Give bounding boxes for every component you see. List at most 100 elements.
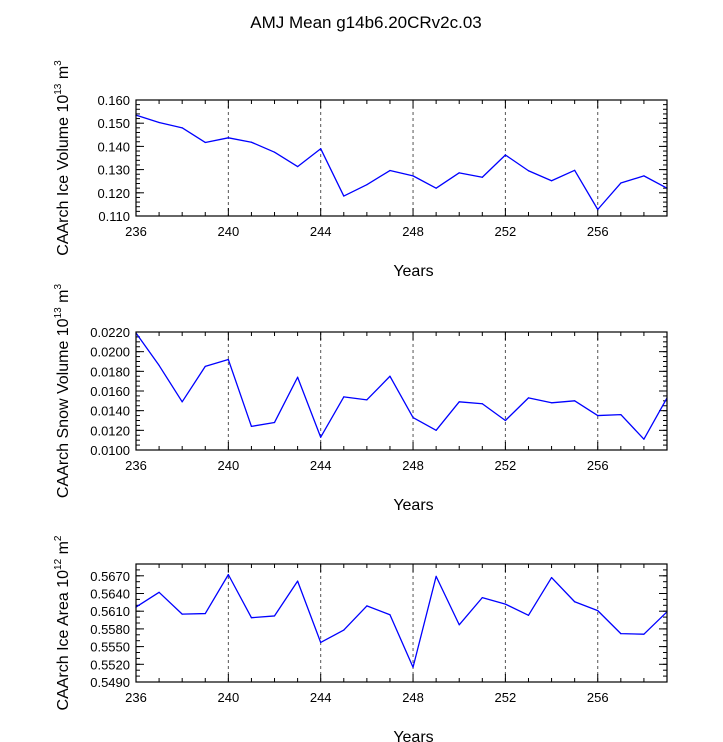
data-point [158, 364, 160, 367]
x-tick-label: 248 [402, 690, 424, 705]
panel-3: 0.5490 0.5520 0.5550 0.5580 0.5610 0.5640 0.56… [53, 535, 668, 742]
y-tick-label: 0.0160 [90, 384, 130, 399]
y-tick-label: 0.0200 [90, 345, 130, 360]
plot-frame [135, 563, 668, 683]
data-point [481, 597, 483, 599]
data-point [597, 610, 599, 612]
data-point [481, 403, 483, 405]
y-tick-label: 0.5670 [90, 569, 130, 584]
y-axis-title-unit: m [55, 541, 72, 559]
data-point [273, 421, 276, 424]
data-point [389, 169, 391, 172]
y-axis-title: CAArch Ice Volume 1013 m3 [53, 60, 72, 256]
data-point [435, 575, 437, 577]
data-point [504, 419, 506, 422]
data-point [273, 151, 276, 153]
data-point [343, 396, 345, 398]
data-point [481, 176, 483, 178]
data-point [297, 376, 299, 378]
x-tick-label: 248 [402, 458, 424, 473]
x-tick-label: 244 [310, 690, 332, 705]
y-axis-title-unit-exp: 2 [53, 535, 64, 541]
y-axis-title-base: CAArch Snow Volume 10 [55, 318, 72, 498]
data-point [504, 154, 506, 156]
y-tick-label: 0.130 [97, 163, 130, 178]
data-point [458, 172, 460, 174]
data-point [597, 208, 599, 211]
data-point [597, 414, 599, 417]
x-axis-title: Years [393, 263, 433, 280]
y-axis-title: CAArch Snow Volume 1013 m3 [53, 284, 72, 499]
x-axis-title: Years [393, 729, 433, 742]
y-tick-label: 0.5550 [90, 640, 130, 655]
data-point [435, 429, 437, 431]
y-axis-title-unit: m [55, 66, 72, 84]
data-point [181, 401, 183, 403]
data-point [250, 425, 253, 427]
y-tick-label: 0.120 [97, 186, 130, 201]
y-tick-label: 0.140 [97, 139, 130, 154]
data-point [412, 666, 414, 668]
data-point [643, 175, 645, 177]
x-tick-label: 256 [587, 458, 609, 473]
data-point [620, 414, 622, 416]
data-point [204, 612, 206, 615]
y-tick-label: 0.160 [97, 93, 130, 108]
figure-title: AMJ Mean g14b6.20CRv2c.03 [250, 13, 482, 32]
data-line [135, 573, 668, 668]
data-point [458, 624, 460, 626]
x-tick-label: 240 [217, 458, 239, 473]
data-point [227, 574, 229, 576]
x-tick-label: 240 [217, 224, 239, 239]
data-line [135, 114, 668, 211]
y-axis-title-exp: 13 [53, 83, 64, 95]
data-point [550, 402, 553, 404]
data-point [435, 187, 437, 189]
data-point [527, 170, 530, 172]
data-point [412, 416, 414, 419]
y-tick-label: 0.150 [97, 116, 130, 131]
data-point [158, 591, 160, 593]
y-axis-title-base: CAArch Ice Area 10 [55, 570, 72, 711]
data-point [273, 615, 276, 617]
y-tick-label: 0.0140 [90, 404, 130, 419]
data-point [389, 375, 391, 377]
y-axis-title-unit-exp: 3 [53, 60, 64, 66]
data-point [366, 184, 368, 186]
x-tick-label: 256 [587, 690, 609, 705]
data-point [320, 641, 322, 644]
data-point [366, 605, 368, 607]
data-point [620, 633, 622, 635]
data-point [320, 436, 322, 438]
x-tick-label: 252 [495, 458, 517, 473]
data-point [643, 633, 645, 635]
data-point [343, 195, 345, 197]
x-tick-label: 252 [495, 224, 517, 239]
data-point [527, 397, 530, 399]
plot-frame [135, 99, 668, 217]
data-point [227, 137, 229, 139]
data-point [181, 127, 183, 129]
y-tick-label: 0.0120 [90, 423, 130, 438]
data-point [250, 141, 253, 143]
y-tick-label: 0.5610 [90, 604, 130, 619]
data-point [389, 614, 391, 616]
data-point [550, 180, 553, 182]
x-tick-label: 236 [125, 458, 147, 473]
y-tick-label: 0.5580 [90, 622, 130, 637]
data-point [297, 165, 299, 168]
y-axis-title-unit: m [55, 290, 72, 308]
y-tick-label: 0.110 [98, 209, 130, 224]
data-point [574, 601, 576, 603]
data-point [574, 400, 576, 402]
y-axis-title-unit-exp: 3 [53, 284, 64, 290]
plot-frame [135, 331, 668, 451]
data-point [504, 603, 506, 605]
data-point [204, 365, 206, 368]
data-point [227, 358, 229, 361]
data-point [550, 576, 553, 579]
data-point [204, 141, 206, 144]
y-axis-title-base: CAArch Ice Volume 10 [55, 95, 72, 256]
panel-1: 0.110 0.120 0.130 0.140 0.150 0.160 236 240 244 2… [53, 60, 668, 280]
